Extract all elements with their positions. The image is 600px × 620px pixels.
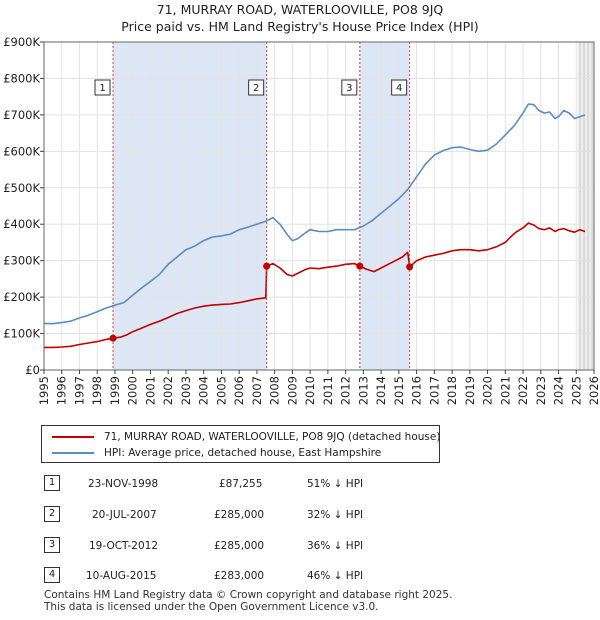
y-tick-label: £800K <box>3 71 40 85</box>
transaction-price: £285,000 <box>214 509 265 521</box>
x-tick-label: 2025 <box>569 376 583 405</box>
x-tick-label: 1997 <box>72 376 86 405</box>
transaction-date: 19-OCT-2012 <box>89 540 158 552</box>
transaction-date: 20-JUL-2007 <box>92 509 157 521</box>
x-tick-label: 2008 <box>268 376 282 405</box>
table-row: 3 19-OCT-2012 £285,000 36% ↓ HPI <box>44 537 444 557</box>
transaction-price: £285,000 <box>214 540 265 552</box>
transaction-number: 2 <box>44 506 60 522</box>
legend-swatch-hpi <box>52 452 94 454</box>
transaction-hpi: 51% ↓ HPI <box>307 478 364 490</box>
x-tick-label: 2023 <box>534 376 548 405</box>
x-tick-label: 2013 <box>356 376 370 405</box>
transaction-number: 4 <box>44 567 60 583</box>
x-tick-label: 1998 <box>90 376 104 405</box>
footer-attribution: Contains HM Land Registry data © Crown c… <box>44 589 452 613</box>
legend-item-hpi: HPI: Average price, detached house, East… <box>52 445 381 461</box>
x-tick-label: 2016 <box>410 376 424 405</box>
shaded-period <box>359 42 410 370</box>
x-tick-label: 2002 <box>161 376 175 405</box>
x-tick-label: 2026 <box>587 376 600 405</box>
x-tick-label: 2017 <box>427 376 441 405</box>
footer-line-2: This data is licensed under the Open Gov… <box>44 601 379 613</box>
chart-title: 71, MURRAY ROAD, WATERLOOVILLE, PO8 9JQ <box>157 2 444 17</box>
sale-marker-box <box>391 79 408 96</box>
y-tick-label: £200K <box>3 290 40 304</box>
y-tick-label: £500K <box>3 181 40 195</box>
x-tick-label: 2024 <box>552 376 566 405</box>
x-tick-label: 2003 <box>179 376 193 405</box>
footer-line-1: Contains HM Land Registry data © Crown c… <box>44 589 453 601</box>
marker-layer: 1 2 3 4 <box>94 42 414 370</box>
plot-background <box>44 42 594 370</box>
x-tick-label: 2010 <box>303 376 317 405</box>
x-tick-label: 2004 <box>197 376 211 405</box>
y-tick-label: £700K <box>3 108 40 122</box>
transaction-price: £283,000 <box>214 570 265 582</box>
y-tick-label: £600K <box>3 144 40 158</box>
series-layer <box>43 103 586 349</box>
x-tick-label: 2012 <box>339 376 353 405</box>
y-tick-label: £0 <box>25 363 40 377</box>
price-chart: 71, MURRAY ROAD, WATERLOOVILLE, PO8 9JQ … <box>3 2 600 405</box>
legend-label-property: 71, MURRAY ROAD, WATERLOOVILLE, PO8 9JQ … <box>104 431 441 443</box>
sale-point <box>406 263 414 271</box>
transaction-hpi: 32% ↓ HPI <box>307 509 364 521</box>
transaction-price: £87,255 <box>219 478 263 490</box>
sale-marker-box <box>248 79 265 96</box>
transaction-date: 23-NOV-1998 <box>88 478 159 490</box>
x-tick-label: 2009 <box>285 376 299 405</box>
sale-marker-label: 2 <box>253 83 259 94</box>
sale-point <box>356 262 364 270</box>
property-series-line <box>44 222 586 349</box>
table-row: 1 23-NOV-1998 £87,255 51% ↓ HPI <box>44 475 444 495</box>
x-tick-label: 2019 <box>463 376 477 405</box>
legend: 71, MURRAY ROAD, WATERLOOVILLE, PO8 9JQ … <box>41 425 440 463</box>
x-tick-label: 2011 <box>321 376 335 405</box>
sale-marker-label: 1 <box>99 83 105 94</box>
sale-marker-label: 4 <box>396 83 402 94</box>
forecast-region <box>578 42 594 370</box>
x-tick-label: 1999 <box>108 376 122 405</box>
chart-subtitle: Price paid vs. HM Land Registry's House … <box>121 19 478 34</box>
transaction-hpi: 36% ↓ HPI <box>307 540 364 552</box>
hpi-series-line <box>43 103 586 325</box>
transaction-hpi: 46% ↓ HPI <box>307 570 364 582</box>
sale-point <box>263 262 271 270</box>
sale-point <box>109 334 117 342</box>
y-tick-label: £900K <box>3 35 40 49</box>
transaction-number: 1 <box>44 475 60 491</box>
x-tick-label: 2001 <box>143 376 157 405</box>
x-tick-label: 2007 <box>250 376 264 405</box>
x-tick-label: 2015 <box>392 376 406 405</box>
x-tick-label: 2014 <box>374 376 388 405</box>
y-tick-label: £100K <box>3 327 40 341</box>
plot-frame <box>43 41 595 371</box>
axis-layer: £0 £100K £200K £300K £400K £500K £600K £700K £80… <box>3 35 600 405</box>
x-tick-label: 2020 <box>481 376 495 405</box>
shaded-period <box>113 42 267 370</box>
table-row: 2 20-JUL-2007 £285,000 32% ↓ HPI <box>44 506 444 526</box>
legend-label-hpi: HPI: Average price, detached house, East… <box>104 447 382 459</box>
table-row: 4 10-AUG-2015 £283,000 46% ↓ HPI <box>44 567 444 587</box>
x-tick-label: 2018 <box>445 376 459 405</box>
x-tick-label: 1995 <box>37 376 51 405</box>
legend-item-property: 71, MURRAY ROAD, WATERLOOVILLE, PO8 9JQ … <box>52 429 440 445</box>
sale-marker-label: 3 <box>346 83 352 94</box>
x-tick-label: 2000 <box>126 376 140 405</box>
x-tick-label: 2006 <box>232 376 246 405</box>
sale-marker-box <box>341 79 358 96</box>
y-tick-label: £400K <box>3 217 40 231</box>
sale-marker-box <box>94 79 111 96</box>
x-tick-label: 2021 <box>498 376 512 405</box>
x-tick-label: 2022 <box>516 376 530 405</box>
x-tick-label: 2005 <box>214 376 228 405</box>
y-tick-label: £300K <box>3 254 40 268</box>
transaction-number: 3 <box>44 537 60 553</box>
x-tick-label: 1996 <box>55 376 69 405</box>
legend-swatch-property <box>52 436 94 438</box>
transaction-date: 10-AUG-2015 <box>86 570 157 582</box>
